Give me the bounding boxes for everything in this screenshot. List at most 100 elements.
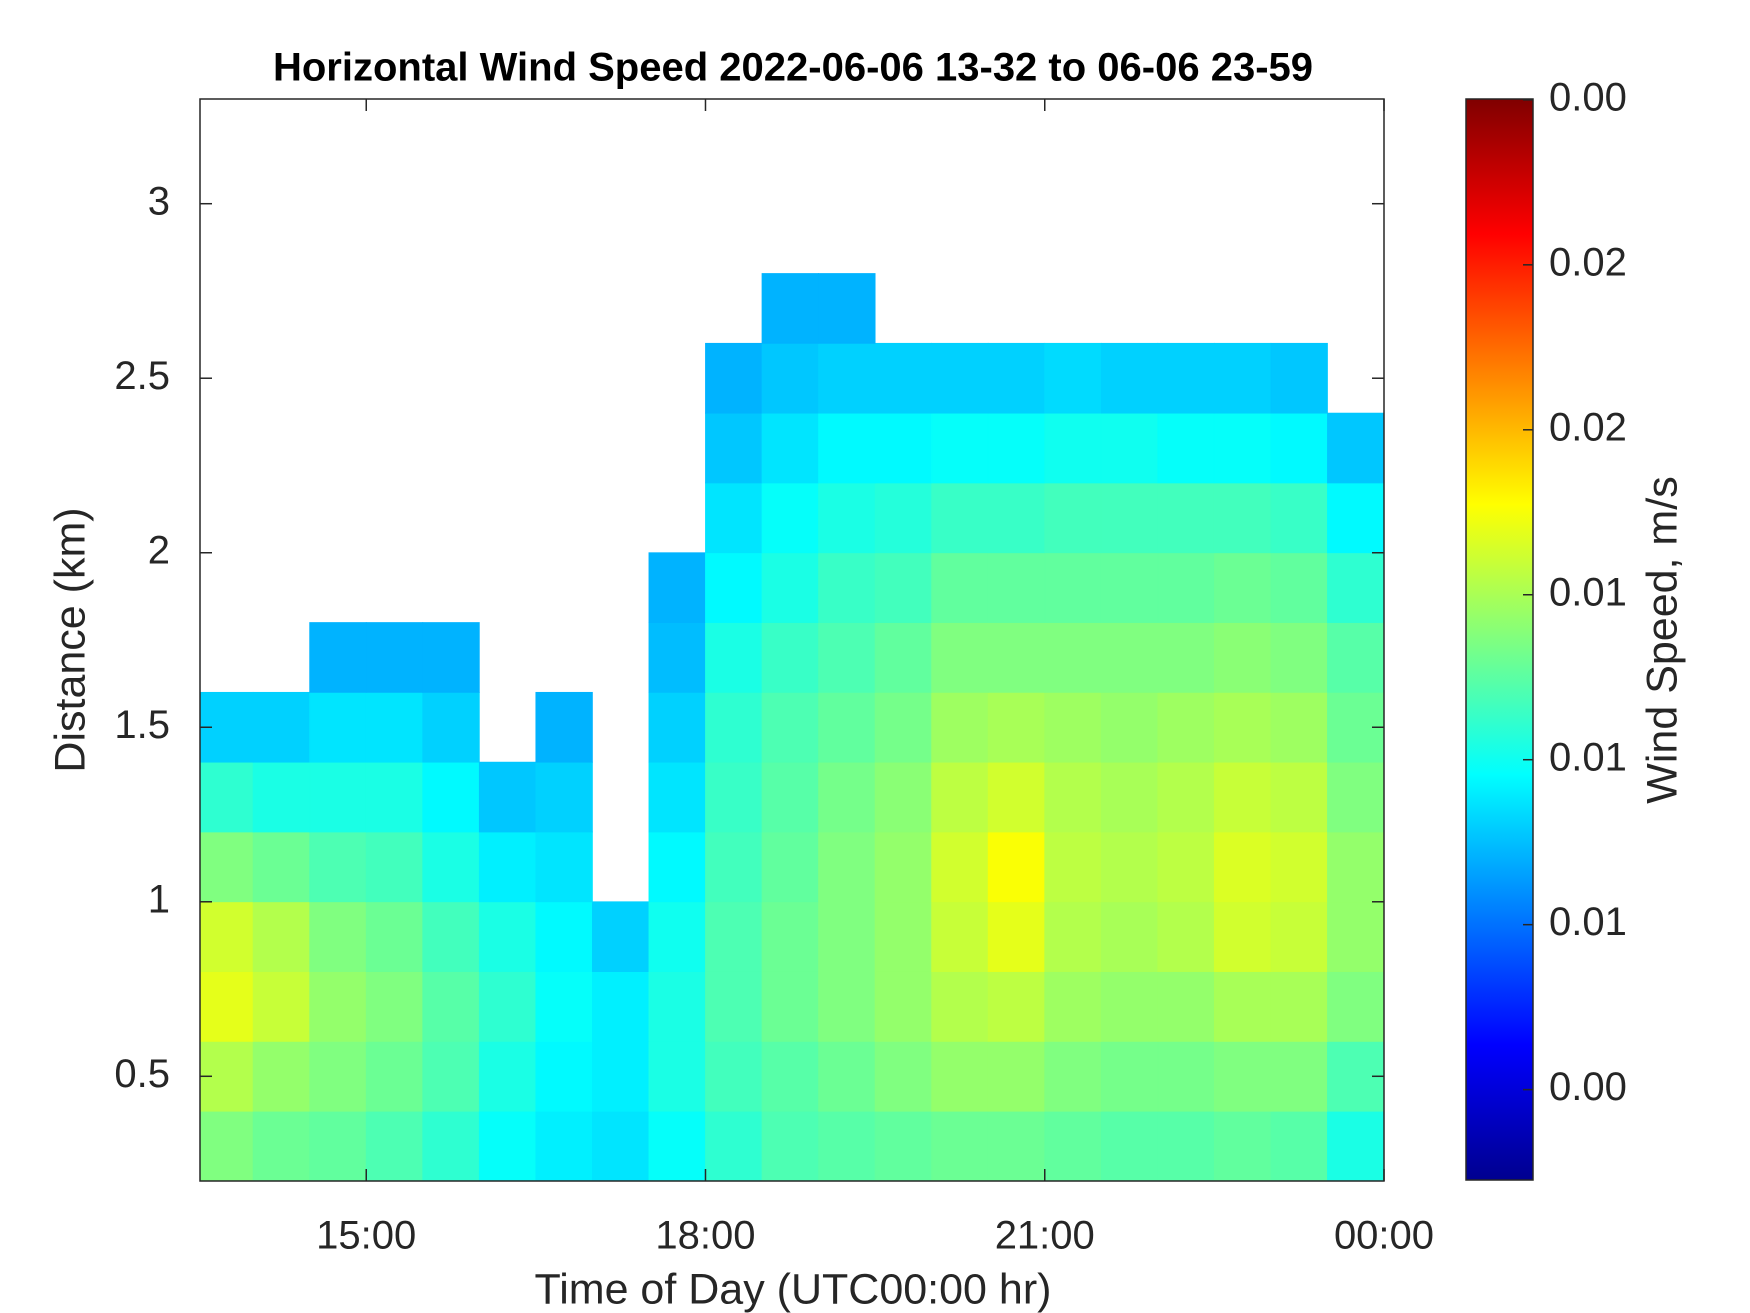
heatmap-cell <box>592 1040 650 1112</box>
heatmap-cell <box>818 622 876 693</box>
heatmap-cell <box>705 901 763 972</box>
heatmap-cell <box>1270 1110 1328 1182</box>
heatmap-cell <box>705 622 763 693</box>
heatmap-cell <box>478 1110 537 1182</box>
heatmap-cell <box>761 1110 819 1182</box>
heatmap-cell <box>874 761 933 833</box>
heatmap-cell <box>422 622 480 693</box>
heatmap-cell <box>478 901 537 972</box>
heatmap-cell <box>1213 901 1272 972</box>
heatmap-cell <box>1327 971 1385 1042</box>
heatmap-cell <box>478 831 537 903</box>
colorbar <box>1465 98 1534 1181</box>
heatmap-cell <box>1157 1110 1215 1182</box>
heatmap-cell <box>648 691 706 763</box>
heatmap-cell <box>309 1040 367 1112</box>
x-tick-label: 21:00 <box>995 1214 1095 1258</box>
heatmap-cell <box>931 482 989 554</box>
heatmap-cell <box>818 482 876 554</box>
heatmap-cell <box>705 1040 763 1112</box>
heatmap-cell <box>199 831 254 903</box>
heatmap-cell <box>761 971 819 1042</box>
heatmap-cell <box>1270 342 1328 414</box>
heatmap <box>199 273 1385 1182</box>
heatmap-cell <box>252 971 311 1042</box>
heatmap-cell <box>1157 971 1215 1042</box>
heatmap-cell <box>309 1110 367 1182</box>
colorbar-tick-label: 0.01 <box>1549 900 1627 944</box>
heatmap-cell <box>252 761 311 833</box>
heatmap-cell <box>761 412 819 484</box>
heatmap-cell <box>309 761 367 833</box>
heatmap-cell <box>1270 412 1328 484</box>
heatmap-cell <box>1100 482 1159 554</box>
heatmap-cell <box>818 691 876 763</box>
heatmap-cell <box>818 831 876 903</box>
heatmap-cell <box>1044 901 1102 972</box>
heatmap-cell <box>1270 482 1328 554</box>
heatmap-cell <box>874 901 933 972</box>
colorbar-tick-label: 0.02 <box>1549 240 1627 284</box>
heatmap-cell <box>309 622 367 693</box>
heatmap-cell <box>422 971 480 1042</box>
heatmap-cell <box>252 831 311 903</box>
heatmap-cell <box>1270 831 1328 903</box>
heatmap-cell <box>931 761 989 833</box>
colorbar-tick-label: 0.01 <box>1549 735 1627 779</box>
heatmap-cell <box>931 691 989 763</box>
heatmap-cell <box>478 971 537 1042</box>
heatmap-cell <box>931 552 989 623</box>
heatmap-cell <box>1044 1110 1102 1182</box>
heatmap-cell <box>1044 412 1102 484</box>
heatmap-cell <box>1270 622 1328 693</box>
heatmap-cell <box>987 342 1046 414</box>
heatmap-cell <box>478 1040 537 1112</box>
heatmap-cell <box>422 1040 480 1112</box>
heatmap-cell <box>1213 552 1272 623</box>
heatmap-cell <box>1213 761 1272 833</box>
heatmap-cell <box>1044 761 1102 833</box>
heatmap-cell <box>1044 482 1102 554</box>
colorbar-tick-label: 0.02 <box>1549 405 1627 449</box>
heatmap-cell <box>705 342 763 414</box>
heatmap-cell <box>309 901 367 972</box>
heatmap-cell <box>761 342 819 414</box>
heatmap-cell <box>1044 622 1102 693</box>
heatmap-cell <box>931 1110 989 1182</box>
x-tick-label: 15:00 <box>316 1214 416 1258</box>
heatmap-cell <box>1100 831 1159 903</box>
heatmap-cell <box>705 482 763 554</box>
heatmap-cell <box>705 1110 763 1182</box>
heatmap-cell <box>987 691 1046 763</box>
heatmap-cell <box>874 831 933 903</box>
y-tick-label: 2.5 <box>114 354 170 398</box>
heatmap-cell <box>648 831 706 903</box>
heatmap-cell <box>365 1040 424 1112</box>
heatmap-cell <box>761 482 819 554</box>
heatmap-cell <box>987 552 1046 623</box>
heatmap-cell <box>1327 831 1385 903</box>
heatmap-cell <box>592 1110 650 1182</box>
heatmap-cell <box>1213 412 1272 484</box>
y-axis-label: Distance (km) <box>46 507 94 772</box>
heatmap-cell <box>648 971 706 1042</box>
heatmap-cell <box>422 1110 480 1182</box>
heatmap-cell <box>987 622 1046 693</box>
heatmap-cell <box>535 691 593 763</box>
heatmap-cell <box>1213 622 1272 693</box>
heatmap-cell <box>931 412 989 484</box>
heatmap-cell <box>874 622 933 693</box>
heatmap-cell <box>199 1110 254 1182</box>
heatmap-cell <box>199 761 254 833</box>
heatmap-cell <box>1100 412 1159 484</box>
heatmap-cell <box>365 971 424 1042</box>
heatmap-cell <box>1327 482 1385 554</box>
heatmap-cell <box>1100 342 1159 414</box>
heatmap-cell <box>478 761 537 833</box>
heatmap-cell <box>1213 342 1272 414</box>
heatmap-cell <box>1157 691 1215 763</box>
heatmap-cell <box>535 831 593 903</box>
heatmap-cell <box>422 761 480 833</box>
heatmap-cell <box>648 901 706 972</box>
